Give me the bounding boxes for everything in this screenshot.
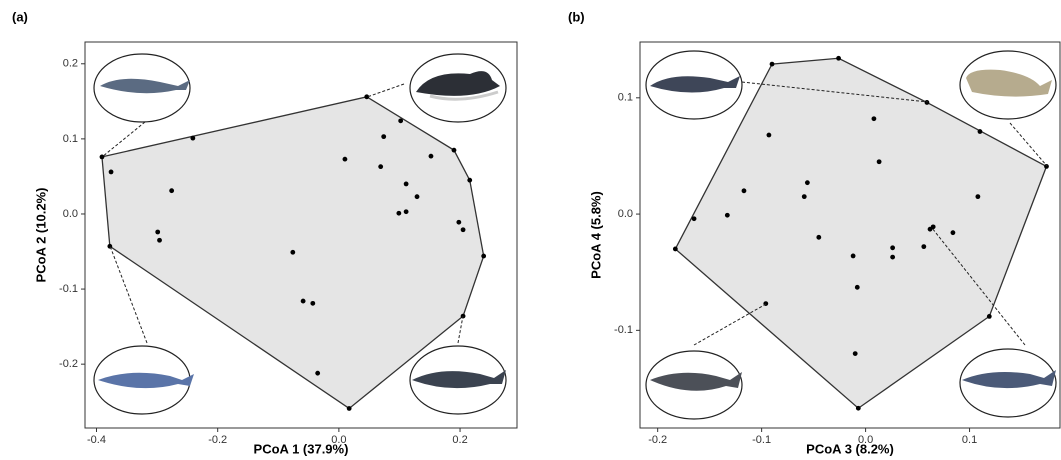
illustrations <box>93 50 1057 420</box>
y-axis-title: PCoA 2 (10.2%) <box>33 188 48 283</box>
point <box>157 237 162 243</box>
point <box>346 406 352 411</box>
point <box>107 243 113 249</box>
point <box>724 212 730 218</box>
point <box>481 253 487 259</box>
point <box>769 61 775 67</box>
y-tick-label: 0.2 <box>63 58 78 70</box>
point <box>451 147 457 153</box>
x-tick-label: -0.1 <box>752 434 771 446</box>
whale-bubble <box>645 50 743 120</box>
whale-bubble <box>959 348 1057 418</box>
whale-bubble <box>959 50 1057 120</box>
x-tick-label: 0.0 <box>858 434 873 446</box>
point <box>691 216 697 222</box>
y-tick-label: 0.1 <box>618 92 633 104</box>
point <box>950 230 956 236</box>
point <box>456 219 462 225</box>
x-tick-label: -0.2 <box>208 434 227 446</box>
point <box>766 132 772 138</box>
point <box>986 313 992 319</box>
point <box>975 194 981 200</box>
point <box>398 118 404 124</box>
point <box>467 177 473 183</box>
point <box>460 227 466 233</box>
point <box>836 55 841 61</box>
point <box>315 370 321 376</box>
point <box>155 229 161 235</box>
x-tick-label: 0.0 <box>331 434 346 446</box>
panel-label: (a) <box>12 9 28 24</box>
point <box>855 405 861 411</box>
point <box>816 234 822 240</box>
point <box>290 249 296 255</box>
point <box>190 135 196 141</box>
point <box>890 245 896 251</box>
x-axis-title: PCoA 3 (8.2%) <box>806 441 894 456</box>
point <box>930 224 936 230</box>
point <box>871 116 877 122</box>
point <box>672 246 678 252</box>
point <box>854 284 860 290</box>
point <box>921 244 927 250</box>
point <box>741 188 747 194</box>
point <box>403 209 409 215</box>
whale-bubble <box>93 345 194 415</box>
y-tick-label: -0.1 <box>59 283 78 295</box>
x-tick-label: 0.2 <box>452 434 467 446</box>
x-tick-label: -0.4 <box>87 434 106 446</box>
y-tick-label: 0.0 <box>63 208 78 220</box>
point <box>378 164 384 170</box>
point <box>342 156 348 162</box>
convex-hull <box>674 57 1048 410</box>
point <box>381 134 387 140</box>
whale-bubble <box>409 53 507 123</box>
point <box>414 194 420 200</box>
y-tick-label: 0.1 <box>63 133 78 145</box>
y-tick-label: 0.0 <box>618 208 633 220</box>
y-tick-label: -0.2 <box>59 358 78 370</box>
point <box>108 169 114 175</box>
y-tick-label: -0.1 <box>614 324 633 336</box>
panel-label: (b) <box>568 9 585 24</box>
whale-bubble <box>409 345 507 415</box>
point <box>364 94 370 100</box>
point <box>804 180 810 186</box>
x-tick-label: -0.2 <box>648 434 667 446</box>
point <box>850 253 856 259</box>
point <box>924 100 930 105</box>
point <box>852 351 858 356</box>
leader-lines <box>101 83 464 344</box>
point <box>890 254 896 260</box>
whale-bubble <box>93 53 191 123</box>
point <box>310 300 316 306</box>
point <box>396 210 402 216</box>
point <box>801 194 807 200</box>
y-axis-title: PCoA 4 (5.8%) <box>588 191 603 279</box>
x-axis-title: PCoA 1 (37.9%) <box>254 441 349 456</box>
point <box>169 188 175 194</box>
point <box>977 129 983 134</box>
point <box>876 159 882 165</box>
point <box>300 298 306 304</box>
point <box>428 153 434 159</box>
x-tick-label: 0.1 <box>962 434 977 446</box>
whale-bubble <box>645 350 743 420</box>
point <box>403 181 409 187</box>
point <box>1044 164 1049 169</box>
